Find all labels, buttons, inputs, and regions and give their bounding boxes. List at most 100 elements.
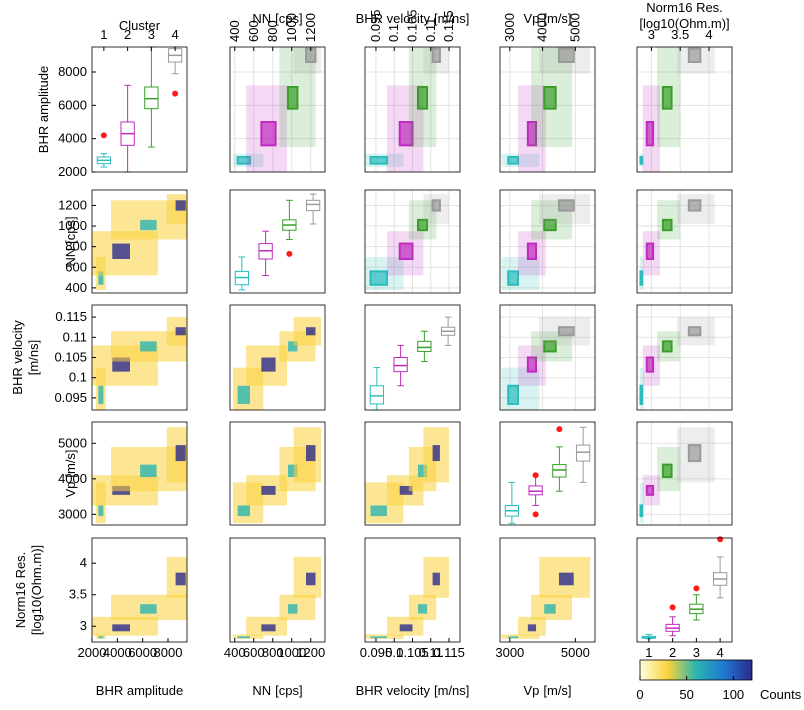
x-tick-label: 5000 <box>561 645 590 660</box>
colorbar-tick-label: 50 <box>679 687 693 702</box>
y-tick-label: 0.105 <box>54 350 87 365</box>
density-core <box>370 505 387 517</box>
density-core <box>306 572 316 586</box>
x-tick-label: 0.105 <box>396 645 429 660</box>
x-tick-label: 800 <box>265 20 280 42</box>
panel <box>636 189 733 294</box>
axis-label: Norm16 Res.[log10(Ohm.m)] <box>639 0 729 31</box>
y-tick-label: 2000 <box>58 164 87 179</box>
density-core <box>98 271 104 285</box>
label-name: BHR velocity <box>356 683 431 698</box>
panel-frame <box>636 46 733 173</box>
axis-label-text: Vp [m/s] <box>523 683 571 698</box>
cluster-core <box>286 86 299 110</box>
x-tick-label: 6000 <box>128 645 157 660</box>
y-tick-label: 4 <box>80 555 87 570</box>
outlier <box>693 585 700 592</box>
density-core <box>527 624 537 632</box>
box <box>369 385 385 405</box>
axis-label-text: Norm16 Res.[log10(Ohm.m)] <box>13 545 44 635</box>
panel <box>229 46 326 173</box>
x-tick-label: 0.115 <box>441 10 456 42</box>
panel <box>229 189 326 294</box>
density-core <box>237 505 250 517</box>
axis-label: BHR amplitude <box>36 66 51 153</box>
y-tick-label: 4000 <box>58 471 87 486</box>
label-unit: [cps] <box>275 11 302 26</box>
y-tick-label: 8000 <box>58 64 87 79</box>
x-tick-label: 1000 <box>284 13 299 42</box>
cluster-core <box>557 326 575 337</box>
box <box>552 464 567 478</box>
axis-label: Vp [m/s] <box>523 683 571 698</box>
panel <box>91 421 188 526</box>
x-tick-label: 1 <box>645 645 652 660</box>
axis-label-text: BHR amplitude <box>36 66 51 153</box>
x-tick-label: 3.5 <box>671 27 689 42</box>
density-core <box>544 604 556 614</box>
panel <box>229 537 326 643</box>
x-tick-label: 2000 <box>78 645 107 660</box>
cluster-core <box>526 121 538 147</box>
y-tick-label: 400 <box>65 280 87 295</box>
panel <box>364 189 461 294</box>
cluster-core <box>661 340 673 353</box>
panel <box>91 537 188 643</box>
cluster-core <box>507 156 520 165</box>
panel-frame <box>364 189 461 294</box>
panel-frame <box>91 46 188 173</box>
cluster-core <box>260 121 277 147</box>
cluster-core <box>369 156 388 165</box>
x-tick-label: 3 <box>148 27 155 42</box>
x-tick-label: 400 <box>224 645 246 660</box>
panel-frame <box>499 304 596 411</box>
cluster-core <box>398 242 414 261</box>
y-tick-label: 1000 <box>58 218 87 233</box>
colorbar-label: Counts <box>760 687 802 702</box>
label-unit: [m/s] <box>63 449 78 477</box>
cluster-core <box>639 504 644 518</box>
x-tick-label: 1200 <box>296 645 325 660</box>
density-core <box>237 636 250 639</box>
panel <box>636 46 733 173</box>
colorbar <box>639 659 753 681</box>
panel <box>91 46 188 173</box>
cluster-core <box>236 156 251 165</box>
density-extent <box>501 634 540 639</box>
colorbar-tick-label: 100 <box>722 687 744 702</box>
x-tick-label: 8000 <box>154 645 183 660</box>
density-core <box>261 357 276 372</box>
y-tick-label: 6000 <box>58 97 87 112</box>
y-tick-label: 0.115 <box>55 309 87 324</box>
x-tick-label: 600 <box>246 20 261 42</box>
cluster-core <box>507 270 520 286</box>
cluster-core <box>543 218 557 232</box>
cluster-core <box>687 444 702 463</box>
cluster-core <box>507 384 520 405</box>
label-name: BHR velocity <box>356 11 431 26</box>
label-name: BHR velocity <box>10 320 25 395</box>
label-unit: [m/s] <box>543 683 571 698</box>
density-core <box>140 464 157 478</box>
box <box>528 485 543 496</box>
cluster-core <box>526 356 538 373</box>
x-tick-label: 1200 <box>303 13 318 42</box>
label-name: Vp <box>63 482 78 498</box>
cluster-core <box>398 121 414 147</box>
density-core <box>175 572 186 586</box>
x-tick-label: 0.1 <box>385 645 403 660</box>
axis-label: Vp [m/s] <box>523 11 571 26</box>
density-core <box>140 604 157 614</box>
y-tick-label: 0.11 <box>63 329 87 344</box>
density-core <box>558 572 574 586</box>
panel-frame <box>636 304 733 411</box>
axis-label: BHR velocity[m/ns] <box>356 11 470 26</box>
axis-label-text: BHR velocity[m/ns] <box>10 320 41 395</box>
label-name: Norm16 Res. <box>646 0 723 15</box>
y-tick-label: 3 <box>80 618 87 633</box>
panel <box>91 189 188 294</box>
density-core <box>261 485 276 495</box>
panel-frame <box>91 421 188 526</box>
box <box>393 357 408 373</box>
x-tick-label: 1000 <box>277 645 306 660</box>
